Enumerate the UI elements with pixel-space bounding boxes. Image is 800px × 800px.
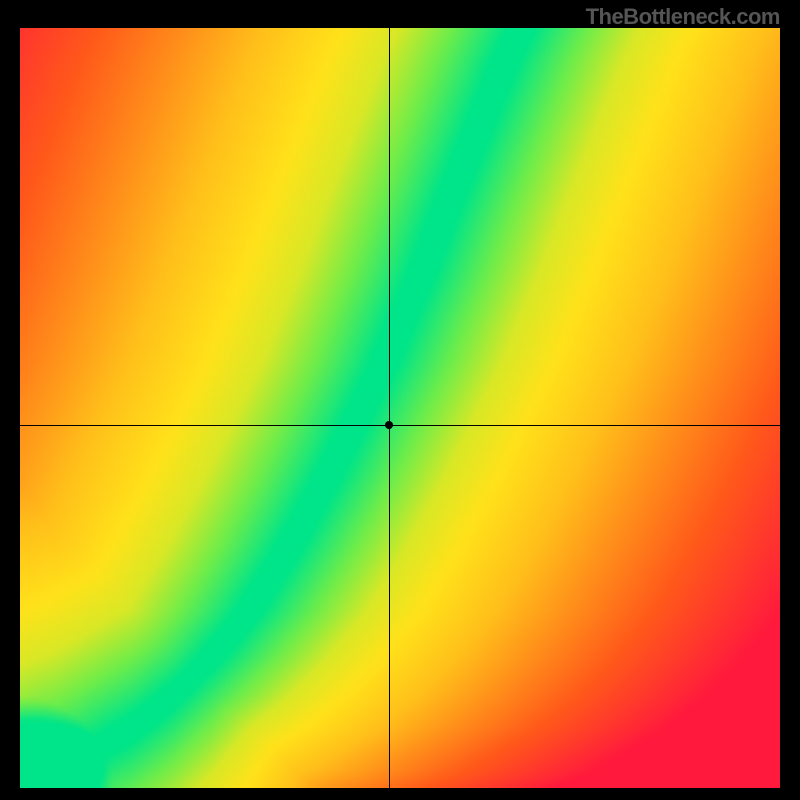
crosshair-marker	[385, 421, 393, 429]
heatmap-canvas	[20, 28, 780, 788]
crosshair-vertical	[389, 28, 390, 788]
watermark-text: TheBottleneck.com	[586, 4, 780, 30]
crosshair-horizontal	[20, 425, 780, 426]
heatmap-plot	[20, 28, 780, 788]
